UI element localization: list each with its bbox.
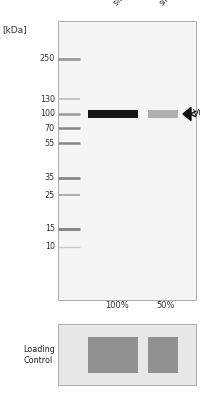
Text: 250: 250 <box>40 54 55 63</box>
Text: 70: 70 <box>45 124 55 133</box>
Text: VCP: VCP <box>192 110 200 118</box>
Text: 50%: 50% <box>156 302 174 310</box>
Text: 25: 25 <box>45 190 55 200</box>
Polygon shape <box>182 107 190 121</box>
Text: Loading
Control: Loading Control <box>23 345 55 365</box>
Text: 15: 15 <box>45 224 55 233</box>
Bar <box>58 324 195 385</box>
Bar <box>58 21 195 300</box>
Text: 35: 35 <box>45 173 55 182</box>
Text: 10: 10 <box>45 242 55 251</box>
Bar <box>88 337 137 373</box>
Text: [kDa]: [kDa] <box>2 26 26 34</box>
Text: siRNA ctrl: siRNA ctrl <box>111 0 144 8</box>
Bar <box>88 110 137 118</box>
Bar <box>147 337 177 373</box>
Bar <box>147 110 177 118</box>
Text: siRNA#1: siRNA#1 <box>157 0 187 8</box>
Text: 55: 55 <box>45 139 55 148</box>
Text: 130: 130 <box>40 94 55 104</box>
Text: 100%: 100% <box>105 302 128 310</box>
Text: 100: 100 <box>40 110 55 118</box>
